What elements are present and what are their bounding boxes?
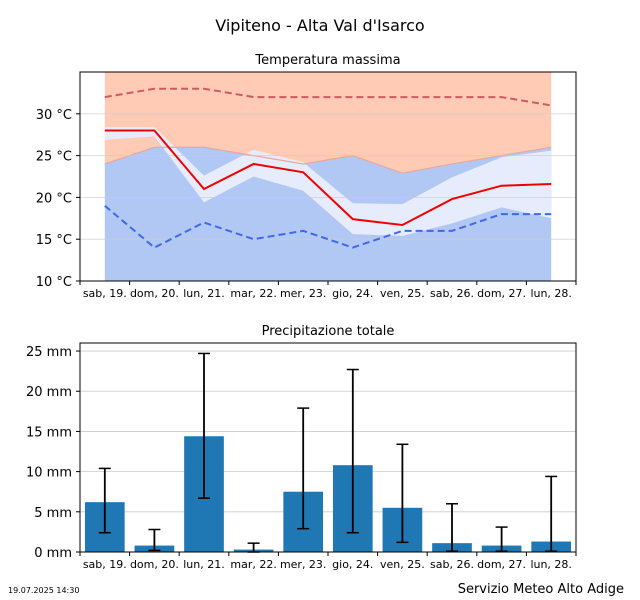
x-tick-label: lun, 28. (530, 287, 572, 300)
x-tick-label: dom, 27. (477, 558, 526, 571)
x-tick-label: dom, 27. (477, 287, 526, 300)
x-tick-label: gio, 24. (332, 287, 373, 300)
x-tick-label: mer, 23. (280, 558, 327, 571)
x-tick-label: sab, 26. (430, 287, 474, 300)
credit-label: Servizio Meteo Alto Adige (457, 582, 624, 597)
plot-frame (79, 342, 577, 553)
x-tick-label: dom, 20. (130, 287, 179, 300)
x-tick-label: ven, 25. (380, 558, 425, 571)
x-tick-label: mar, 22. (230, 287, 276, 300)
y-tick-label: 15 °C (36, 233, 72, 248)
max-temperature-line (104, 129, 552, 227)
temperature-chart: 10 °C 15 °C 20 °C 25 °C 30 °C sab, 19. dom, 20… (36, 53, 577, 300)
y-tick-label: 0 mm (34, 546, 72, 561)
y-tick-label: 10 mm (26, 466, 72, 481)
y-tick-label: 25 °C (36, 150, 72, 165)
chart-title: Precipitazione totale (262, 324, 395, 339)
y-tick-label: 5 mm (34, 506, 72, 521)
y-tick-label: 20 mm (26, 385, 72, 400)
forecast-spread-band (104, 127, 552, 236)
timestamp: 19.07.2025 14:30 (8, 586, 80, 595)
max-temperature-upper-dashed-line (104, 87, 552, 107)
y-tick-label: 25 mm (26, 345, 72, 360)
x-tick-label: sab, 19. (83, 287, 127, 300)
x-tick-label: sab, 19. (83, 558, 127, 571)
y-tick-label: 15 mm (26, 425, 72, 440)
y-tick-label: 20 °C (36, 191, 72, 206)
y-tick-label: 10 °C (36, 275, 72, 290)
band-boundary-line (104, 146, 552, 174)
x-tick-label: sab, 26. (430, 558, 474, 571)
x-tick-label: mar, 22. (230, 558, 276, 571)
x-tick-label: lun, 21. (183, 558, 225, 571)
x-tick-label: lun, 21. (183, 287, 225, 300)
x-tick-label: mer, 23. (280, 287, 327, 300)
x-tick-label: ven, 25. (380, 287, 425, 300)
y-tick-label: 30 °C (36, 108, 72, 123)
page-title: Vipiteno - Alta Val d'Isarco (215, 16, 425, 35)
x-tick-label: lun, 28. (530, 558, 572, 571)
chart-title: Temperatura massima (254, 53, 400, 68)
x-tick-label: gio, 24. (332, 558, 373, 571)
x-tick-label: dom, 20. (130, 558, 179, 571)
min-temperature-dashed-line (104, 204, 552, 249)
